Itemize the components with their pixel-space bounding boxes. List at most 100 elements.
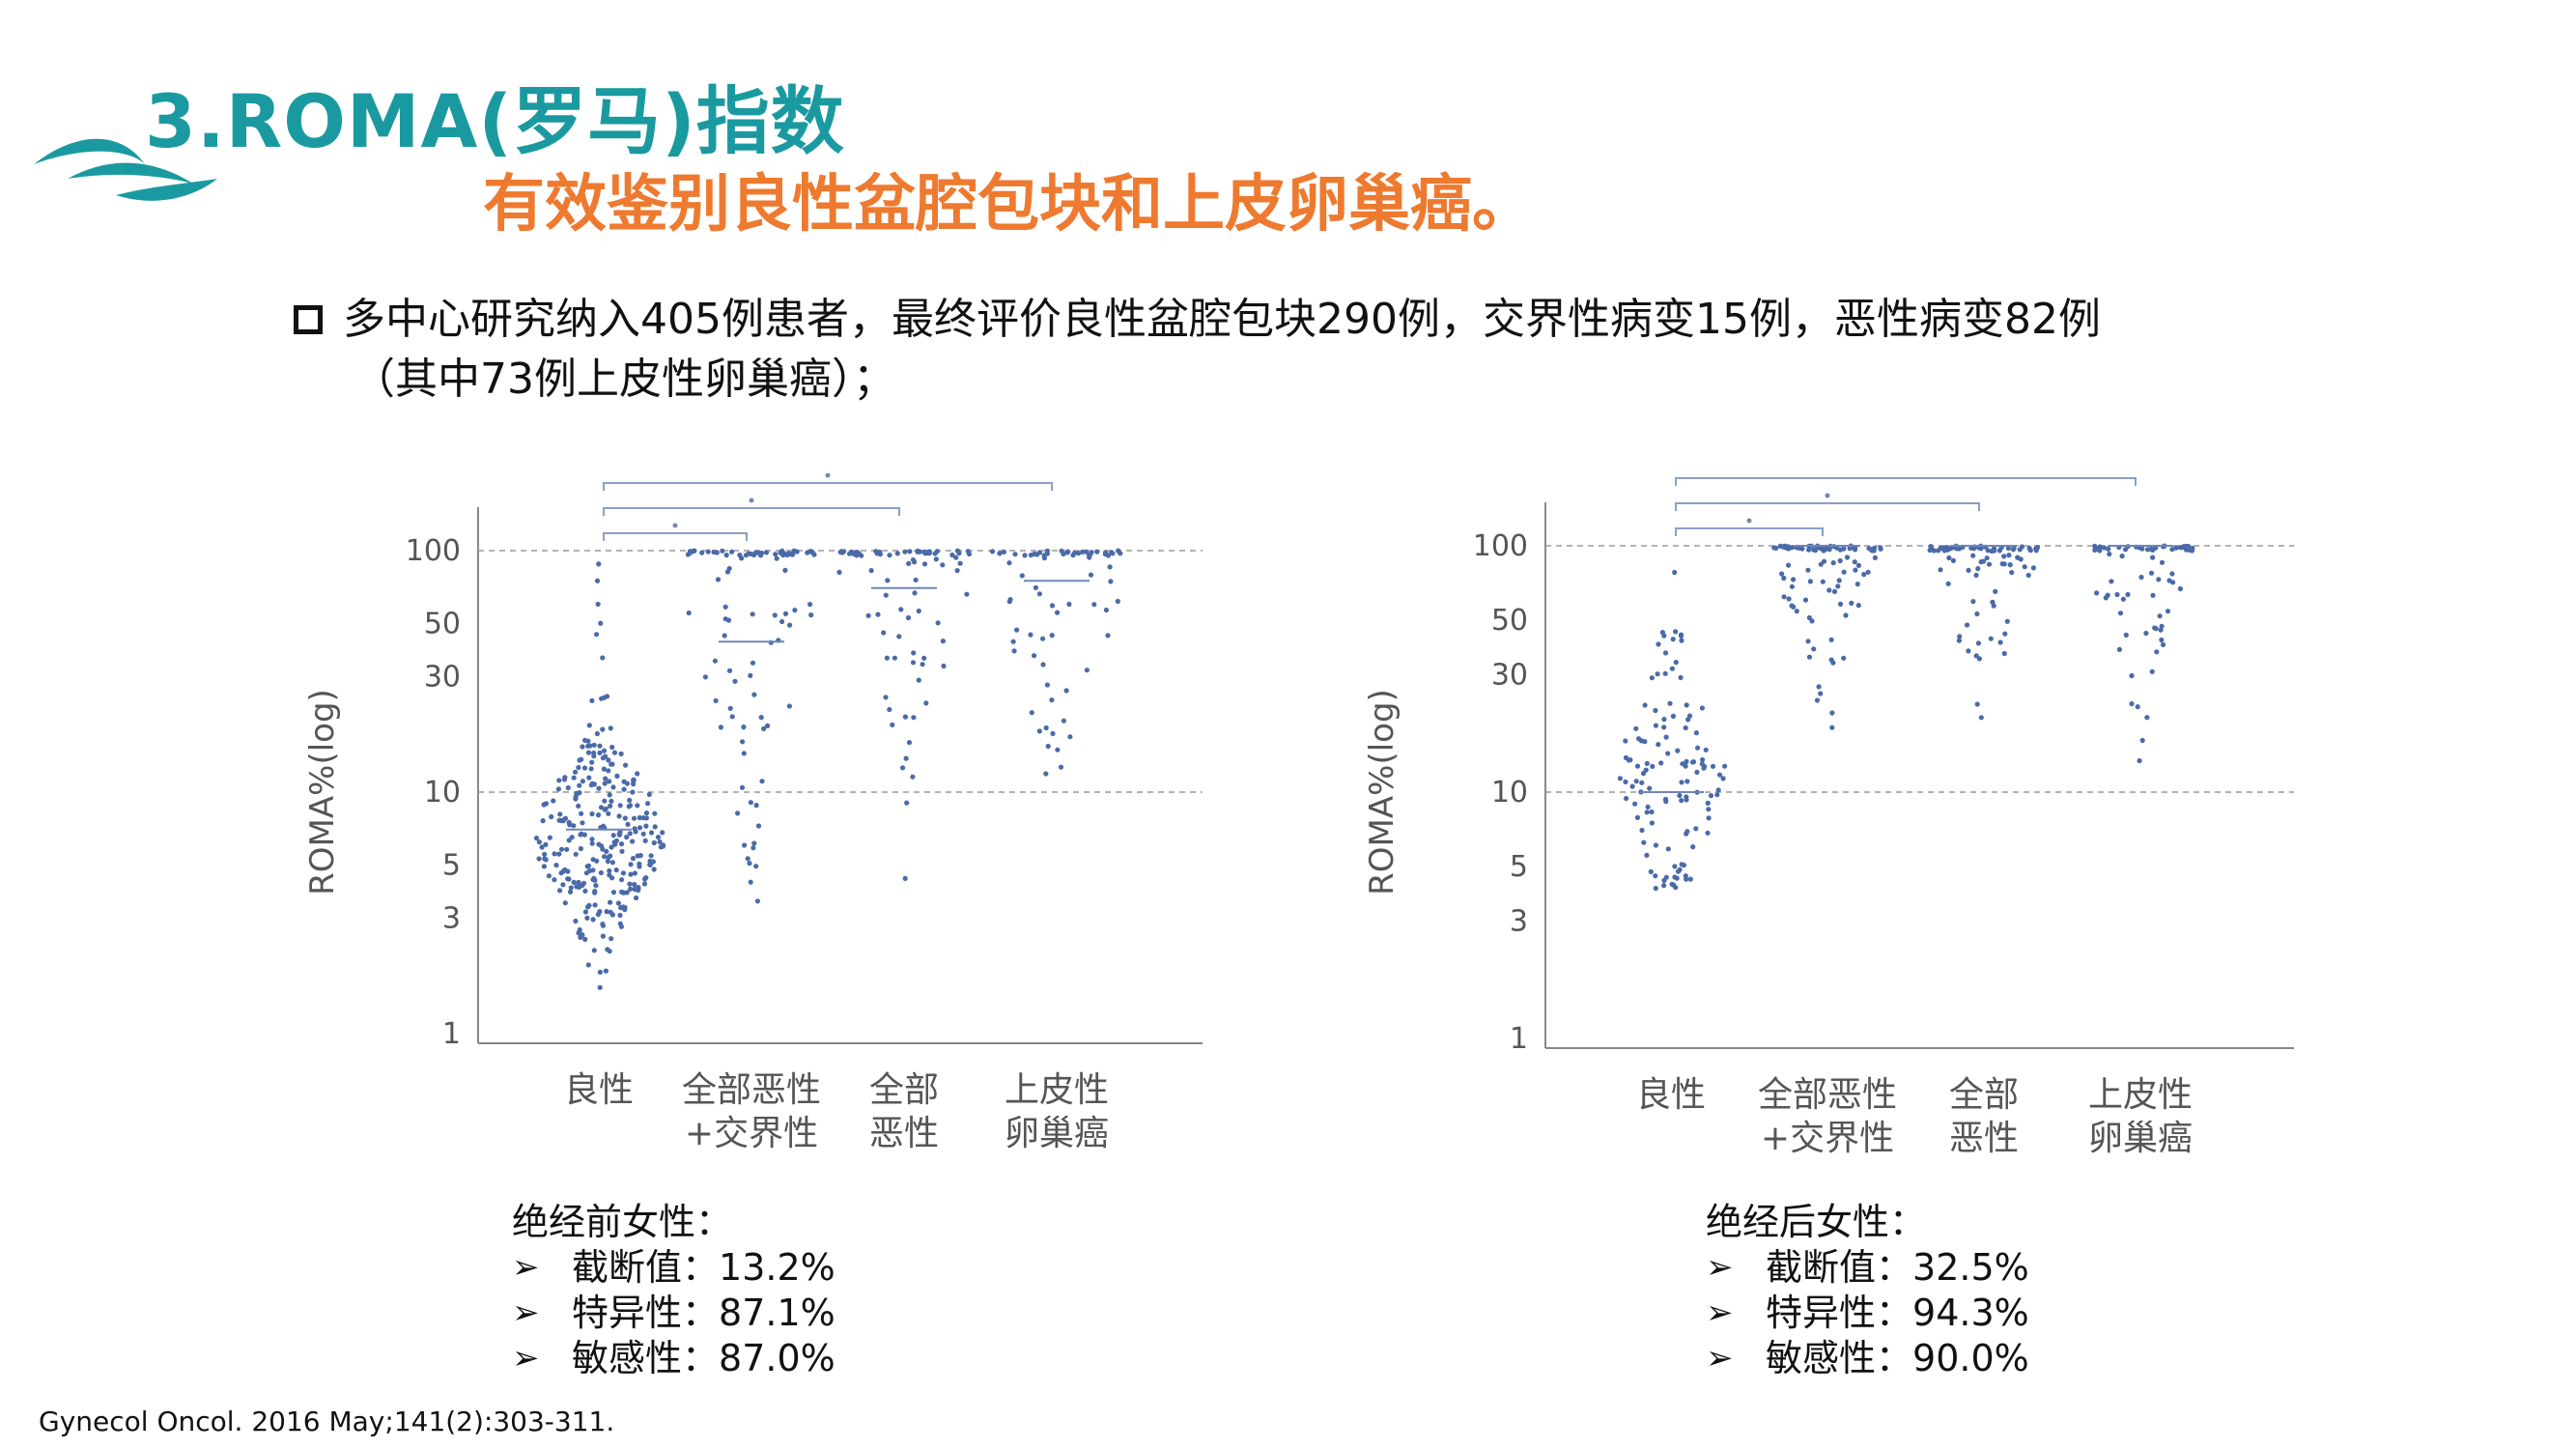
data-point xyxy=(622,904,628,910)
data-point xyxy=(1642,702,1648,708)
data-point xyxy=(2033,546,2039,552)
data-point xyxy=(1103,607,1109,613)
data-point xyxy=(702,674,708,680)
data-point xyxy=(606,768,611,774)
data-point xyxy=(763,550,770,555)
data-point xyxy=(2119,554,2125,559)
data-point xyxy=(541,802,547,808)
data-point xyxy=(1802,597,1809,603)
data-point xyxy=(1684,794,1689,800)
data-point xyxy=(2004,618,2010,624)
data-point xyxy=(1829,710,1835,716)
data-point xyxy=(1989,548,1995,554)
data-point xyxy=(1028,553,1033,558)
data-point xyxy=(648,853,654,859)
data-point xyxy=(750,611,755,617)
data-point xyxy=(1678,632,1684,638)
data-point xyxy=(1032,653,1037,659)
data-point xyxy=(556,778,562,783)
data-point xyxy=(627,803,634,809)
data-point xyxy=(585,962,591,968)
data-point xyxy=(1059,548,1064,554)
data-point xyxy=(911,715,917,721)
data-point xyxy=(633,829,638,835)
data-point xyxy=(1684,702,1689,708)
data-point xyxy=(1966,567,1971,573)
data-point xyxy=(648,830,655,836)
arrow-bullet-icon: ➢ xyxy=(1706,1248,1734,1287)
data-point xyxy=(765,723,771,728)
data-point xyxy=(1656,641,1661,647)
data-point xyxy=(643,823,649,829)
data-point xyxy=(594,578,601,583)
data-point xyxy=(894,551,900,556)
data-point xyxy=(573,769,579,775)
data-point xyxy=(865,612,871,618)
data-point xyxy=(623,762,629,768)
data-point xyxy=(896,634,902,639)
data-point xyxy=(1050,730,1056,736)
data-point xyxy=(964,591,970,597)
stats-value: 32.5% xyxy=(1912,1246,2029,1289)
data-point xyxy=(1689,759,1696,765)
data-point xyxy=(1786,562,1792,568)
data-point xyxy=(903,755,909,761)
data-point xyxy=(580,880,587,886)
stats-heading: 绝经前女性： xyxy=(512,1201,733,1243)
data-point xyxy=(1965,622,1970,628)
data-point xyxy=(1006,599,1012,605)
data-point xyxy=(774,555,779,561)
stats-premenopausal: 绝经前女性： ➢ 截断值： 13.2% ➢ 特异性： 87.1% ➢ 敏感性： 87.0% xyxy=(512,1200,835,1381)
significance-star xyxy=(825,473,831,478)
data-point xyxy=(1029,710,1034,716)
y-tick-label: 30 xyxy=(424,661,461,695)
data-point xyxy=(627,797,633,803)
data-point xyxy=(1986,561,1993,567)
arrow-bullet-icon: ➢ xyxy=(512,1293,540,1332)
data-point xyxy=(1714,792,1720,798)
data-point xyxy=(543,841,549,847)
data-point xyxy=(1040,636,1046,641)
data-point xyxy=(1973,572,1979,578)
data-point xyxy=(2106,546,2111,552)
data-point xyxy=(555,786,561,792)
data-point xyxy=(751,692,757,697)
data-point xyxy=(741,751,747,756)
data-point xyxy=(1836,578,1842,583)
data-point xyxy=(1685,717,1691,723)
data-point xyxy=(1633,779,1639,784)
data-point xyxy=(1634,814,1640,820)
data-point xyxy=(1816,684,1822,690)
data-point xyxy=(883,592,889,598)
data-point xyxy=(809,550,815,555)
data-point xyxy=(887,553,892,558)
data-point xyxy=(1978,715,1984,721)
data-point xyxy=(2006,553,2012,558)
data-point xyxy=(1703,747,1709,753)
data-point xyxy=(589,837,595,842)
data-point xyxy=(1878,546,1883,552)
data-point xyxy=(753,864,759,869)
data-point xyxy=(650,859,656,865)
data-point xyxy=(1984,555,1990,561)
y-tick-label: 100 xyxy=(1473,529,1528,563)
data-point xyxy=(1791,577,1797,582)
data-point xyxy=(1829,724,1835,730)
data-point xyxy=(892,655,898,661)
data-point xyxy=(755,823,762,829)
data-point xyxy=(1633,725,1639,731)
data-point xyxy=(1639,827,1645,834)
data-point xyxy=(1805,567,1811,573)
data-point xyxy=(1956,546,1962,552)
arrow-bullet-icon: ➢ xyxy=(512,1339,540,1378)
data-point xyxy=(1653,842,1658,848)
data-point xyxy=(597,909,603,915)
data-point xyxy=(715,577,722,582)
data-point xyxy=(883,695,889,700)
data-point xyxy=(566,838,572,843)
data-point xyxy=(1010,639,1016,644)
data-point xyxy=(2105,592,2110,598)
y-tick-label: 50 xyxy=(1491,604,1528,638)
data-point xyxy=(787,622,793,628)
data-point xyxy=(921,561,928,567)
